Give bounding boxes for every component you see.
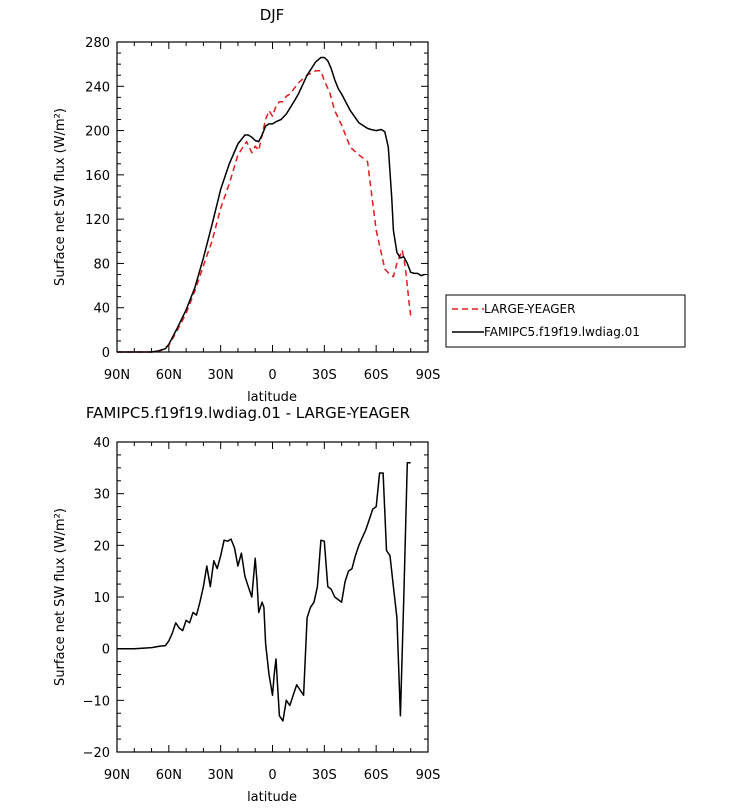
bottom-x-axis-title: latitude	[247, 790, 297, 805]
bottom-y-tick-label: 20	[93, 539, 110, 554]
top-y-tick-label: 240	[85, 80, 110, 95]
bottom-y-tick-label: −20	[83, 746, 110, 761]
top-series-line-1	[117, 56, 425, 353]
top-axis-ticks	[116, 41, 429, 353]
bottom-x-tick-label: 60S	[364, 768, 389, 783]
top-x-tick-label: 30N	[208, 368, 234, 383]
top-chart-panel: DJF 90N 60N 30N 0 30S 60S 90S 0 40 80 120 160 200 24…	[53, 6, 440, 405]
bottom-y-tick-label: 0	[102, 643, 110, 658]
top-x-tick-label: 0	[268, 368, 276, 383]
top-y-axis-title: Surface net SW flux (W/m²)	[53, 108, 68, 286]
bottom-y-tick-label: 10	[93, 591, 110, 606]
top-y-tick-label: 80	[93, 257, 110, 272]
top-y-tick-label: 120	[85, 213, 110, 228]
top-series-line-0	[117, 70, 412, 353]
top-x-tick-label: 30S	[312, 368, 337, 383]
bottom-chart-title: FAMIPC5.f19f19.lwdiag.01 - LARGE-YEAGER	[86, 404, 410, 422]
top-x-tick-label: 60N	[156, 368, 182, 383]
top-y-tick-label: 200	[85, 125, 110, 140]
legend-label-famipc5: FAMIPC5.f19f19.lwdiag.01	[484, 325, 640, 339]
top-x-tick-labels: 90N 60N 30N 0 30S 60S 90S	[104, 368, 441, 383]
top-x-tick-label: 60S	[364, 368, 389, 383]
bottom-series-lines	[117, 461, 411, 722]
bottom-x-tick-label: 30S	[312, 768, 337, 783]
legend-label-large-yeager: LARGE-YEAGER	[484, 302, 575, 316]
bottom-y-axis-title: Surface net SW flux (W/m²)	[53, 508, 68, 686]
top-chart-title: DJF	[260, 6, 285, 24]
top-x-tick-label: 90N	[104, 368, 130, 383]
bottom-chart-panel: FAMIPC5.f19f19.lwdiag.01 - LARGE-YEAGER …	[53, 404, 440, 805]
bottom-x-tick-label: 30N	[208, 768, 234, 783]
top-plot-frame	[116, 41, 429, 353]
bottom-plot-frame	[116, 441, 429, 753]
bottom-y-tick-label: 30	[93, 488, 110, 503]
bottom-x-tick-label: 90N	[104, 768, 130, 783]
bottom-series-line-0	[117, 461, 411, 722]
top-x-axis-title: latitude	[247, 390, 297, 405]
top-y-tick-label: 40	[93, 302, 110, 317]
bottom-y-tick-label: −10	[83, 694, 110, 709]
bottom-axis-ticks	[116, 441, 429, 753]
legend-box	[445, 294, 686, 348]
top-y-tick-label: 0	[102, 346, 110, 361]
top-y-tick-labels: 0 40 80 120 160 200 240 280	[85, 36, 110, 361]
bottom-x-tick-label: 60N	[156, 768, 182, 783]
top-y-tick-label: 160	[85, 169, 110, 184]
bottom-y-tick-labels: −20 −10 0 10 20 30 40	[83, 436, 110, 761]
bottom-x-tick-label: 90S	[416, 768, 441, 783]
legend: LARGE-YEAGER FAMIPC5.f19f19.lwdiag.01	[445, 294, 686, 348]
bottom-x-tick-labels: 90N 60N 30N 0 30S 60S 90S	[104, 768, 441, 783]
top-y-tick-label: 280	[85, 36, 110, 51]
bottom-x-tick-label: 0	[268, 768, 276, 783]
bottom-y-tick-label: 40	[93, 436, 110, 451]
top-series-lines	[117, 56, 425, 353]
top-x-tick-label: 90S	[416, 368, 441, 383]
